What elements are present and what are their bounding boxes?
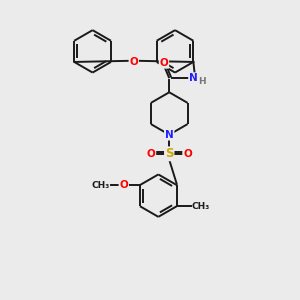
Text: S: S [165, 147, 173, 160]
Text: O: O [119, 180, 128, 190]
Text: CH₃: CH₃ [191, 202, 210, 211]
Text: O: O [147, 149, 155, 159]
Text: N: N [165, 130, 174, 140]
Text: H: H [198, 77, 206, 86]
Text: O: O [129, 57, 138, 67]
Text: CH₃: CH₃ [92, 181, 110, 190]
Text: O: O [160, 58, 168, 68]
Text: N: N [189, 73, 198, 83]
Text: O: O [183, 149, 192, 159]
